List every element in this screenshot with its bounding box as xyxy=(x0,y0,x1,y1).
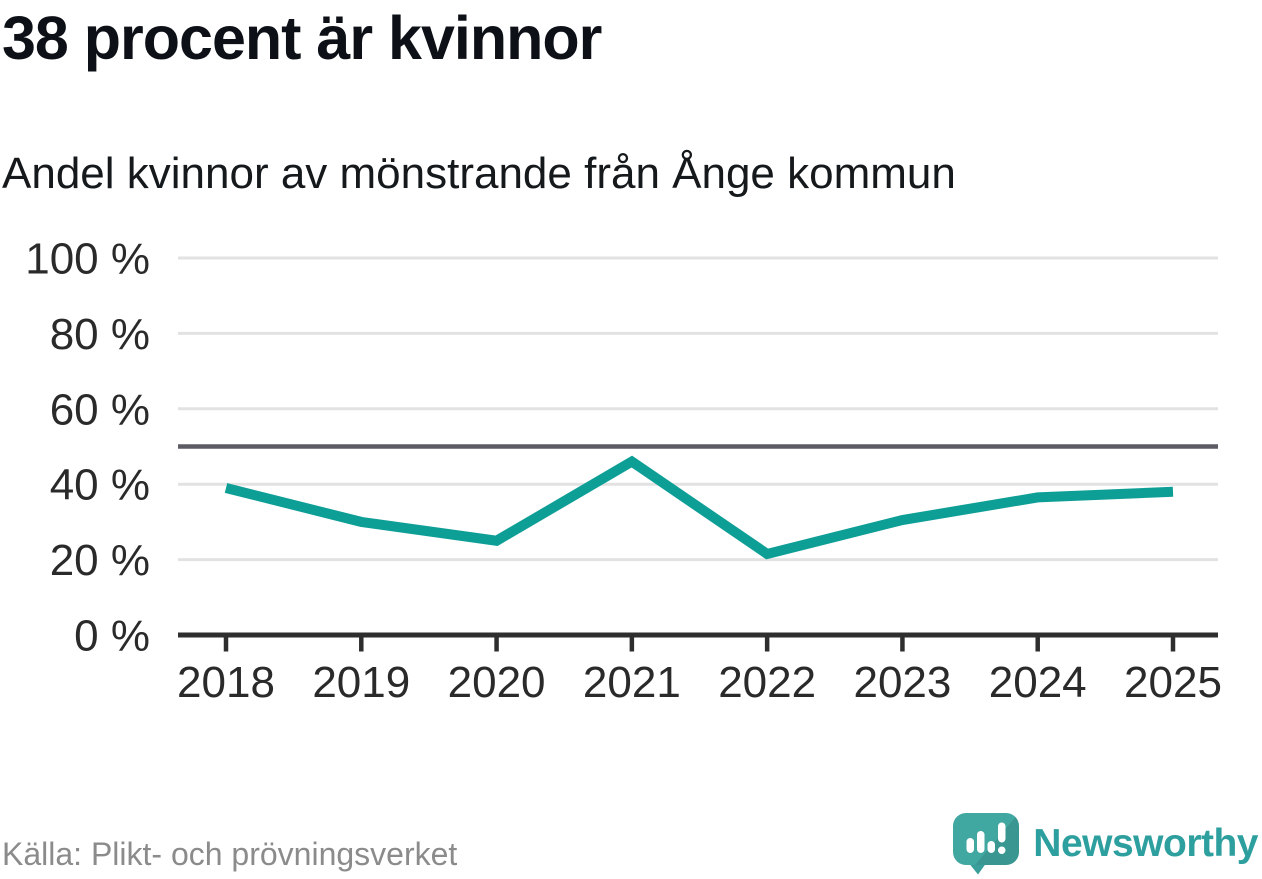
speech-bubble-tail xyxy=(968,862,988,875)
x-tick-label-2021: 2021 xyxy=(583,658,681,707)
chart-subtitle: Andel kvinnor av mönstrande från Ånge ko… xyxy=(2,149,956,198)
exclamation-bar xyxy=(998,822,1006,843)
x-tick-label-2020: 2020 xyxy=(448,658,546,707)
x-tick-label-2024: 2024 xyxy=(989,658,1087,707)
newsworthy-brand: Newsworthy xyxy=(953,812,1258,876)
bar-3 xyxy=(987,841,996,853)
x-tick-label-2025: 2025 xyxy=(1124,658,1222,707)
exclamation-dot xyxy=(998,846,1006,854)
speech-bubble-body xyxy=(953,813,1020,865)
source-note: Källa: Plikt- och prövningsverket xyxy=(2,836,458,872)
headline: 38 procent är kvinnor xyxy=(2,4,602,72)
bar-2 xyxy=(977,831,985,853)
x-tick-label-2019: 2019 xyxy=(312,658,410,707)
x-tick-label-2018: 2018 xyxy=(177,658,275,707)
y-tick-label-80: 80 % xyxy=(50,310,150,359)
x-tick-label-2022: 2022 xyxy=(718,658,816,707)
x-tick-label-2023: 2023 xyxy=(853,658,951,707)
y-tick-label-0: 0 % xyxy=(74,612,150,661)
y-tick-label-40: 40 % xyxy=(50,461,150,510)
y-tick-label-20: 20 % xyxy=(50,536,150,585)
y-tick-label-100: 100 % xyxy=(25,235,150,284)
bubble-fold-shade xyxy=(975,813,1020,865)
newsworthy-logo-icon xyxy=(953,813,1020,875)
newsworthy-logo-text: Newsworthy xyxy=(1033,822,1258,865)
y-tick-label-60: 60 % xyxy=(50,385,150,434)
bar-1 xyxy=(966,838,975,853)
data-line-0 xyxy=(224,455,1174,560)
